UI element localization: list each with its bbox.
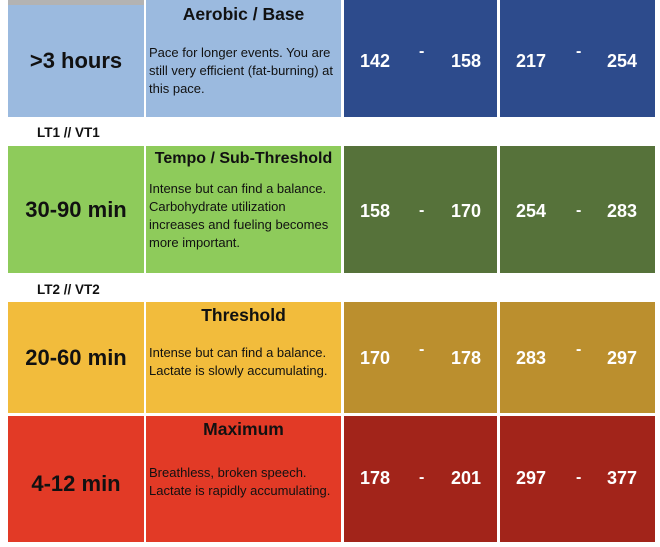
hr-low: 170: [360, 348, 391, 368]
heart-rate-range: 142 - 158: [344, 0, 497, 117]
hr-high: 158: [451, 51, 482, 71]
hr-high: 201: [451, 468, 482, 488]
range-dash: -: [576, 202, 582, 219]
threshold-separator-lt2: LT2 // VT2: [37, 282, 100, 297]
range-dash: -: [576, 43, 582, 60]
zone-duration: 30-90 min: [8, 146, 144, 273]
zone-description-cell: Threshold Intense but can find a balance…: [146, 302, 341, 413]
zone-description: Pace for longer events. You are still ve…: [149, 45, 333, 96]
hr-high: 170: [451, 201, 482, 221]
heart-rate-range: 170 - 178: [344, 302, 497, 413]
zone-title: Tempo / Sub-Threshold: [154, 150, 333, 167]
power-low: 297: [516, 468, 547, 488]
power-low: 254: [516, 201, 547, 221]
zone-description: Intense but can find a balance. Lactate …: [149, 345, 328, 378]
zone-row-tempo: 30-90 min Tempo / Sub-Threshold Intense …: [0, 146, 660, 273]
zone-title: Threshold: [201, 305, 286, 325]
power-range: 283 - 297: [500, 302, 655, 413]
power-high: 283: [607, 201, 638, 221]
range-dash: -: [419, 469, 425, 486]
range-dash: -: [419, 202, 425, 219]
zone-description: Breathless, broken speech. Lactate is ra…: [149, 465, 331, 498]
power-range: 254 - 283: [500, 146, 655, 273]
range-dash: -: [419, 341, 425, 358]
zone-description-cell: Aerobic / Base Pace for longer events. Y…: [146, 0, 341, 117]
power-high: 377: [607, 468, 638, 488]
zone-duration: >3 hours: [8, 5, 144, 117]
zone-description-cell: Tempo / Sub-Threshold Intense but can fi…: [146, 146, 341, 273]
zone-row-maximum: 4-12 min Maximum Breathless, broken spee…: [0, 416, 660, 542]
zone-description: Intense but can find a balance. Carbohyd…: [149, 181, 329, 250]
zone-row-threshold: 20-60 min Threshold Intense but can find…: [0, 302, 660, 413]
zone-duration: 4-12 min: [8, 416, 144, 542]
header-strip: [8, 0, 144, 5]
threshold-separator-lt1: LT1 // VT1: [37, 125, 100, 140]
power-high: 254: [607, 51, 638, 71]
zone-description-cell: Maximum Breathless, broken speech. Lacta…: [146, 416, 341, 542]
zone-title: Maximum: [203, 419, 284, 439]
hr-low: 158: [360, 201, 391, 221]
hr-low: 178: [360, 468, 391, 488]
zone-row-aerobic: >3 hours Aerobic / Base Pace for longer …: [0, 0, 660, 117]
zone-duration: 20-60 min: [8, 302, 144, 413]
power-low: 217: [516, 51, 547, 71]
power-range: 217 - 254: [500, 0, 655, 117]
range-dash: -: [419, 43, 425, 60]
heart-rate-range: 158 - 170: [344, 146, 497, 273]
range-dash: -: [576, 469, 582, 486]
range-dash: -: [576, 341, 582, 358]
power-high: 297: [607, 348, 638, 368]
power-range: 297 - 377: [500, 416, 655, 542]
zone-title: Aerobic / Base: [182, 4, 305, 24]
power-low: 283: [516, 348, 547, 368]
heart-rate-range: 178 - 201: [344, 416, 497, 542]
hr-high: 178: [451, 348, 482, 368]
hr-low: 142: [360, 51, 391, 71]
